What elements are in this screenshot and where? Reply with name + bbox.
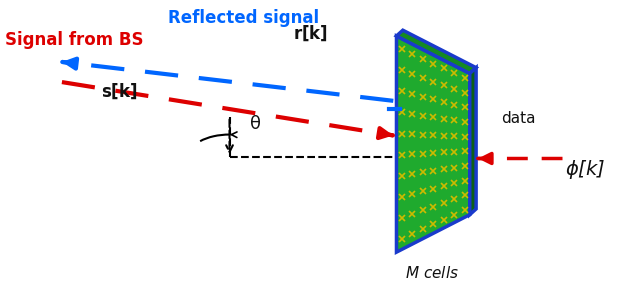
Polygon shape xyxy=(470,68,476,215)
Text: Reflected signal: Reflected signal xyxy=(168,9,319,26)
Text: Signal from BS: Signal from BS xyxy=(4,31,143,49)
Polygon shape xyxy=(396,30,476,73)
Text: data: data xyxy=(502,111,536,126)
Polygon shape xyxy=(396,36,470,252)
Text: $\mathbf{r}$[k]: $\mathbf{r}$[k] xyxy=(293,24,328,43)
Text: $M$ cells: $M$ cells xyxy=(404,265,458,281)
Text: $\mathbf{s}$[k]: $\mathbf{s}$[k] xyxy=(101,81,138,101)
Text: $\phi$[k]: $\phi$[k] xyxy=(565,159,606,182)
Text: θ: θ xyxy=(250,115,261,133)
